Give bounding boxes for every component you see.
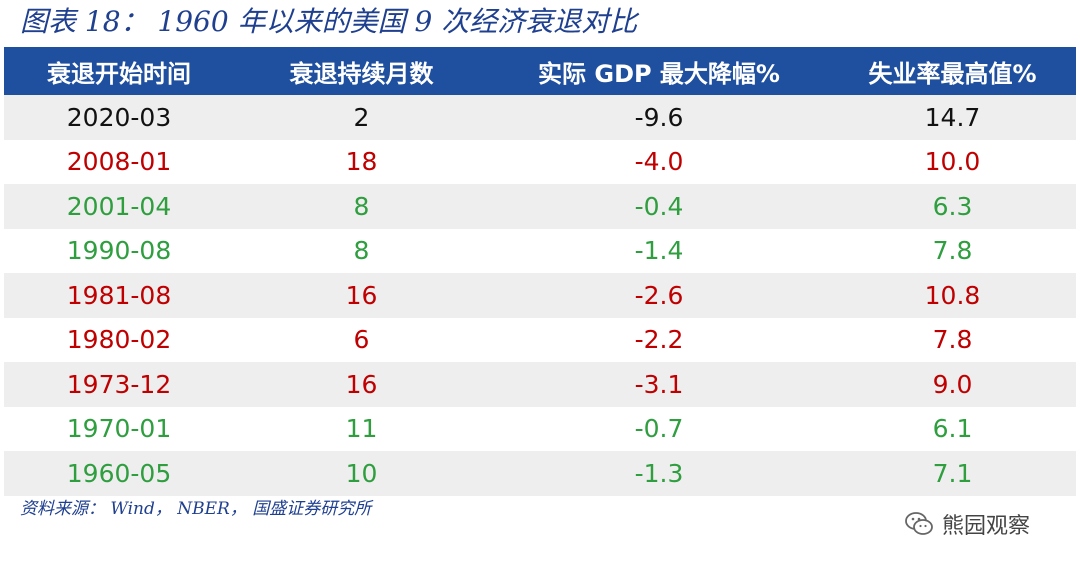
watermark-text: 熊园观察 [942, 514, 1031, 539]
cell-unemployment: 6.3 [932, 191, 973, 221]
cell-months: 6 [353, 325, 370, 355]
cell-unemployment: 14.7 [924, 102, 981, 132]
table-row: 2020-03 2 -9.6 14.7 [4, 95, 1076, 140]
cell-months: 18 [345, 147, 378, 177]
cell-start: 1980-02 [66, 325, 172, 355]
cell-gdp: -3.1 [634, 369, 684, 399]
cell-gdp: -9.6 [634, 102, 684, 132]
cell-unemployment: 6.1 [932, 414, 973, 444]
header-gdp: 实际 GDP 最大降幅% [538, 59, 780, 88]
figure-title: 图表 18： 1960 年以来的美国 9 次经济衰退对比 [20, 5, 638, 38]
cell-gdp: -1.4 [634, 236, 684, 266]
table-row: 1960-05 10 -1.3 7.1 [4, 451, 1076, 496]
source-note: 资料来源： Wind， NBER， 国盛证券研究所 [20, 499, 372, 519]
header-unemployment: 失业率最高值% [868, 59, 1037, 88]
cell-months: 10 [345, 458, 378, 488]
cell-months: 2 [353, 102, 370, 132]
table-row: 1981-08 16 -2.6 10.8 [4, 273, 1076, 318]
table-row: 1970-01 11 -0.7 6.1 [4, 407, 1076, 452]
cell-unemployment: 7.1 [932, 458, 973, 488]
cell-gdp: -0.4 [634, 191, 684, 221]
table-body: 2020-03 2 -9.6 14.7 2008-01 18 -4.0 10.0 2001-04… [4, 95, 1076, 496]
cell-gdp: -0.7 [634, 414, 684, 444]
table-row: 1980-02 6 -2.2 7.8 [4, 318, 1076, 363]
cell-start: 1970-01 [66, 414, 172, 444]
cell-unemployment: 10.8 [924, 280, 981, 310]
table-row: 2008-01 18 -4.0 10.0 [4, 140, 1076, 185]
cell-start: 1981-08 [66, 280, 172, 310]
cell-months: 16 [345, 369, 378, 399]
cell-months: 8 [353, 236, 370, 266]
table-row: 2001-04 8 -0.4 6.3 [4, 184, 1076, 229]
cell-gdp: -2.2 [634, 325, 684, 355]
cell-gdp: -2.6 [634, 280, 684, 310]
cell-start: 2001-04 [66, 191, 172, 221]
cell-start: 1960-05 [66, 458, 172, 488]
cell-unemployment: 10.0 [924, 147, 981, 177]
cell-unemployment: 7.8 [932, 236, 973, 266]
wechat-icon [905, 512, 933, 535]
recession-table: 衰退开始时间 衰退持续月数 实际 GDP 最大降幅% 失业率最高值% 2020-… [4, 47, 1076, 496]
cell-unemployment: 9.0 [932, 369, 973, 399]
cell-months: 11 [345, 414, 378, 444]
cell-months: 16 [345, 280, 378, 310]
watermark: 熊园观察 [904, 506, 1030, 542]
header-start: 衰退开始时间 [47, 59, 191, 88]
table-header: 衰退开始时间 衰退持续月数 实际 GDP 最大降幅% 失业率最高值% [4, 47, 1076, 95]
table-row: 1973-12 16 -3.1 9.0 [4, 362, 1076, 407]
cell-start: 2008-01 [66, 147, 172, 177]
cell-unemployment: 7.8 [932, 325, 973, 355]
cell-months: 8 [353, 191, 370, 221]
cell-start: 1973-12 [66, 369, 172, 399]
cell-gdp: -4.0 [634, 147, 684, 177]
cell-start: 2020-03 [66, 102, 172, 132]
table-row: 1990-08 8 -1.4 7.8 [4, 229, 1076, 274]
header-months: 衰退持续月数 [289, 59, 434, 88]
cell-start: 1990-08 [66, 236, 172, 266]
cell-gdp: -1.3 [634, 458, 684, 488]
